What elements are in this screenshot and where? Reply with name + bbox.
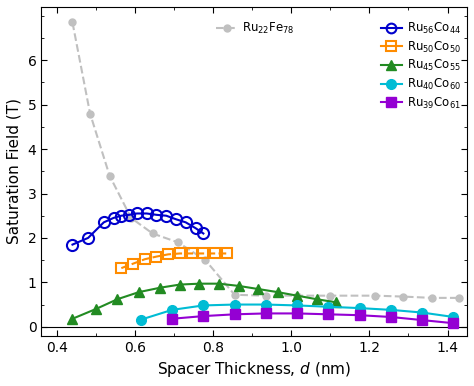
Legend: Ru$_{56}$Co$_{44}$, Ru$_{50}$Co$_{50}$, Ru$_{45}$Co$_{55}$, Ru$_{40}$Co$_{60}$, : Ru$_{56}$Co$_{44}$, Ru$_{50}$Co$_{50}$, …: [376, 16, 465, 115]
X-axis label: Spacer Thickness, $d$ (nm): Spacer Thickness, $d$ (nm): [157, 360, 351, 379]
Y-axis label: Saturation Field (T): Saturation Field (T): [7, 98, 22, 244]
